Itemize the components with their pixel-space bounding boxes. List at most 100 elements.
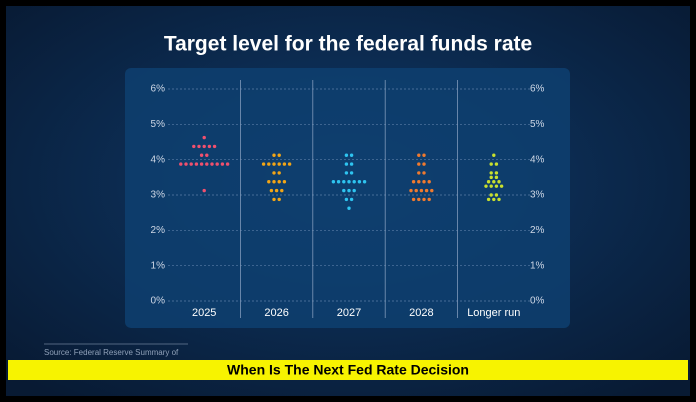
dot <box>417 180 421 184</box>
dot <box>427 180 431 184</box>
dot <box>347 188 351 193</box>
y2-tick-label: 2% <box>530 225 545 236</box>
dot <box>494 184 499 188</box>
dot <box>272 162 276 166</box>
y2-tick-label: 1% <box>530 260 545 271</box>
dot <box>277 180 281 184</box>
dot <box>277 153 281 157</box>
dot <box>184 162 188 166</box>
source: Source: Federal Reserve Summary of <box>44 348 179 357</box>
dot <box>349 171 354 175</box>
dot <box>492 180 496 184</box>
dot <box>277 197 281 202</box>
dot <box>419 188 424 193</box>
dot <box>489 175 493 180</box>
dot <box>344 197 349 202</box>
dot <box>225 162 230 166</box>
dot <box>486 180 491 184</box>
dot <box>492 153 496 157</box>
dot <box>277 171 281 175</box>
dot <box>489 171 493 175</box>
dot <box>212 144 217 149</box>
dot <box>357 180 362 184</box>
dot <box>189 162 193 166</box>
dot <box>497 197 501 202</box>
dot <box>489 184 493 188</box>
y-tick-label: 6% <box>151 84 166 95</box>
dot <box>494 162 499 166</box>
dot <box>352 188 356 193</box>
dot <box>274 188 279 193</box>
dot <box>202 188 206 193</box>
y2-tick-label: 6% <box>530 84 545 95</box>
dot <box>349 197 354 202</box>
dot <box>489 193 493 197</box>
dot <box>287 162 292 166</box>
dot <box>205 153 209 157</box>
dot <box>277 162 281 166</box>
dot <box>486 197 491 202</box>
dot <box>411 180 416 184</box>
dot <box>417 197 421 202</box>
dot <box>267 162 271 166</box>
y-tick-label: 2% <box>151 225 166 236</box>
dot <box>422 197 426 202</box>
dot <box>494 175 499 180</box>
dot <box>430 188 434 193</box>
x-tick-label: 2026 <box>264 307 288 319</box>
dot <box>282 180 287 184</box>
dot <box>202 144 206 149</box>
dot <box>192 144 196 149</box>
y2-tick-label: 3% <box>530 190 545 201</box>
dot <box>202 135 206 140</box>
dot <box>497 180 501 184</box>
y2-tick-label: 4% <box>530 154 545 165</box>
dot <box>347 206 351 210</box>
dot <box>489 162 493 166</box>
chart-title: Target level for the federal funds rate <box>164 33 532 56</box>
panel <box>125 68 570 328</box>
dot <box>499 184 504 188</box>
dot <box>194 162 199 166</box>
dot <box>422 153 426 157</box>
dot <box>422 171 426 175</box>
dot <box>414 188 418 193</box>
dot <box>427 197 431 202</box>
dot <box>424 188 429 193</box>
dot <box>269 188 274 193</box>
dot <box>409 188 413 193</box>
dot <box>349 162 354 166</box>
dot <box>261 162 266 166</box>
banner: When Is The Next Fed Rate Decision <box>227 362 469 378</box>
dot <box>197 144 201 149</box>
dot <box>342 180 346 184</box>
dot <box>267 180 271 184</box>
x-tick-label: 2027 <box>337 307 361 319</box>
dot <box>422 162 426 166</box>
dot <box>199 162 204 166</box>
dot <box>336 180 341 184</box>
dot <box>210 162 214 166</box>
dot <box>411 197 416 202</box>
dot <box>417 171 421 175</box>
x-tick-label: 2028 <box>409 307 433 319</box>
y-tick-label: 4% <box>151 154 166 165</box>
dot <box>342 188 346 193</box>
dot <box>331 180 336 184</box>
dot <box>492 197 496 202</box>
dot <box>349 153 354 157</box>
dot <box>272 153 276 157</box>
banner-bg <box>8 360 688 380</box>
dot <box>344 153 349 157</box>
dot <box>362 180 367 184</box>
dot <box>417 162 421 166</box>
y-tick-label: 0% <box>151 296 166 307</box>
y2-tick-label: 0% <box>530 296 545 307</box>
dot <box>272 171 276 175</box>
dot <box>220 162 225 166</box>
dot <box>344 171 349 175</box>
dot <box>494 193 499 197</box>
dot <box>494 171 499 175</box>
dot <box>282 162 287 166</box>
